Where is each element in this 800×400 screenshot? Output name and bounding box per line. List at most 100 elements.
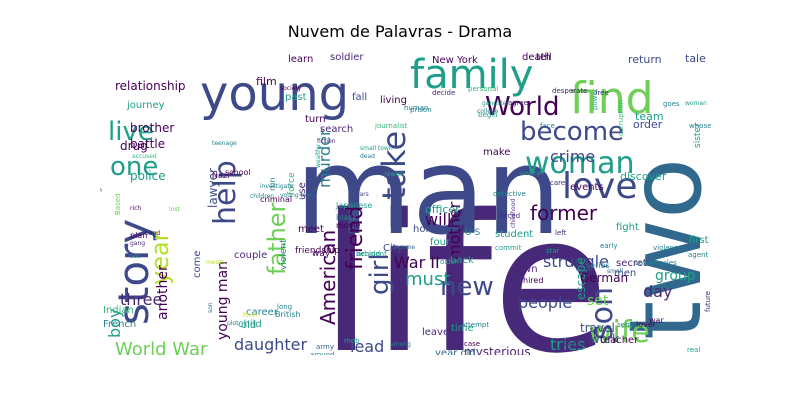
word: group xyxy=(655,268,696,284)
word: lover xyxy=(636,320,657,329)
word: girl xyxy=(365,253,395,295)
word: decide xyxy=(432,89,455,97)
word: accident xyxy=(357,250,387,258)
word: Jewish xyxy=(384,171,404,178)
word: series xyxy=(586,261,610,270)
word: force xyxy=(287,172,297,195)
word: Nazi xyxy=(212,171,229,180)
word: City xyxy=(383,243,403,254)
word: boy xyxy=(105,309,124,338)
word: man xyxy=(295,123,561,262)
word: lost xyxy=(169,206,180,213)
word: murder xyxy=(315,129,334,188)
word: woman xyxy=(525,146,635,181)
word: hired xyxy=(523,276,543,285)
word: black xyxy=(336,213,358,222)
word: French xyxy=(103,319,136,330)
word: live xyxy=(108,117,154,147)
word: help xyxy=(208,160,243,225)
word: gangster xyxy=(482,100,509,107)
word: police xyxy=(130,169,166,183)
word-cloud: life man two young find family story love wife ne… xyxy=(100,50,717,355)
word: must xyxy=(405,269,450,290)
word: son xyxy=(585,287,620,340)
word: small town xyxy=(360,145,393,152)
word: see xyxy=(130,253,141,260)
word: first xyxy=(689,235,709,246)
word: American xyxy=(316,230,340,325)
word: human xyxy=(404,104,428,112)
word: accused xyxy=(132,153,157,160)
word: World xyxy=(485,92,560,122)
word: couple xyxy=(234,250,267,261)
word: forced xyxy=(498,212,520,220)
word: agent xyxy=(688,251,708,259)
word: use xyxy=(297,182,308,200)
word: violent xyxy=(279,239,289,270)
word: army xyxy=(316,343,334,351)
word: sent xyxy=(617,321,632,329)
word: young boy xyxy=(280,192,312,199)
word: turn xyxy=(305,114,326,125)
word: home xyxy=(413,224,441,235)
word: day xyxy=(643,282,672,301)
word: face xyxy=(540,122,555,130)
word: journalist xyxy=(374,122,408,130)
word: high xyxy=(100,183,102,200)
word: movie xyxy=(336,221,361,230)
word: one xyxy=(110,152,158,182)
word: agree xyxy=(508,99,528,107)
word: meets xyxy=(206,259,225,266)
word: older xyxy=(440,258,458,266)
word: star xyxy=(546,247,560,255)
word: take xyxy=(375,131,413,200)
word: soldier xyxy=(330,52,364,63)
word: son xyxy=(207,302,214,313)
word: whose xyxy=(689,122,711,130)
word: mother xyxy=(445,201,464,260)
word: mysterious xyxy=(464,345,531,355)
word: World War xyxy=(115,339,208,355)
word: woman xyxy=(685,100,707,107)
word: personal xyxy=(468,85,498,93)
word: German xyxy=(580,271,628,285)
word: plan xyxy=(130,231,147,240)
word: leave xyxy=(422,327,449,338)
word: living xyxy=(380,95,407,106)
word: find xyxy=(570,73,654,124)
word: form xyxy=(243,312,257,319)
word: young man xyxy=(215,261,231,340)
word: attempt xyxy=(461,321,489,329)
word: children xyxy=(250,193,274,200)
word: young xyxy=(200,66,349,122)
word: tell xyxy=(536,52,552,63)
word: childhood xyxy=(510,199,517,228)
word: early xyxy=(600,242,618,250)
word: back xyxy=(450,255,474,266)
word: teenage xyxy=(212,140,237,147)
word: will xyxy=(425,210,451,229)
word: sister xyxy=(693,123,703,148)
word: people xyxy=(518,293,572,312)
word: story xyxy=(109,219,158,325)
word: war xyxy=(649,316,664,325)
word: care xyxy=(550,179,565,187)
word: corruption xyxy=(617,100,625,136)
word: become xyxy=(391,244,415,251)
word: detective xyxy=(493,190,526,198)
word: way xyxy=(312,249,331,259)
word: struggle xyxy=(543,252,609,271)
word: real xyxy=(687,346,700,354)
word: set xyxy=(587,293,609,309)
word: officer xyxy=(425,203,460,216)
word: behind xyxy=(356,250,380,258)
word: brother xyxy=(130,121,174,135)
word: time xyxy=(451,323,474,334)
word: come xyxy=(192,250,203,278)
word: lead xyxy=(350,337,384,355)
word: former xyxy=(530,201,598,225)
word: battle xyxy=(130,137,165,151)
word: criminal xyxy=(260,195,292,204)
word: run xyxy=(268,178,277,191)
